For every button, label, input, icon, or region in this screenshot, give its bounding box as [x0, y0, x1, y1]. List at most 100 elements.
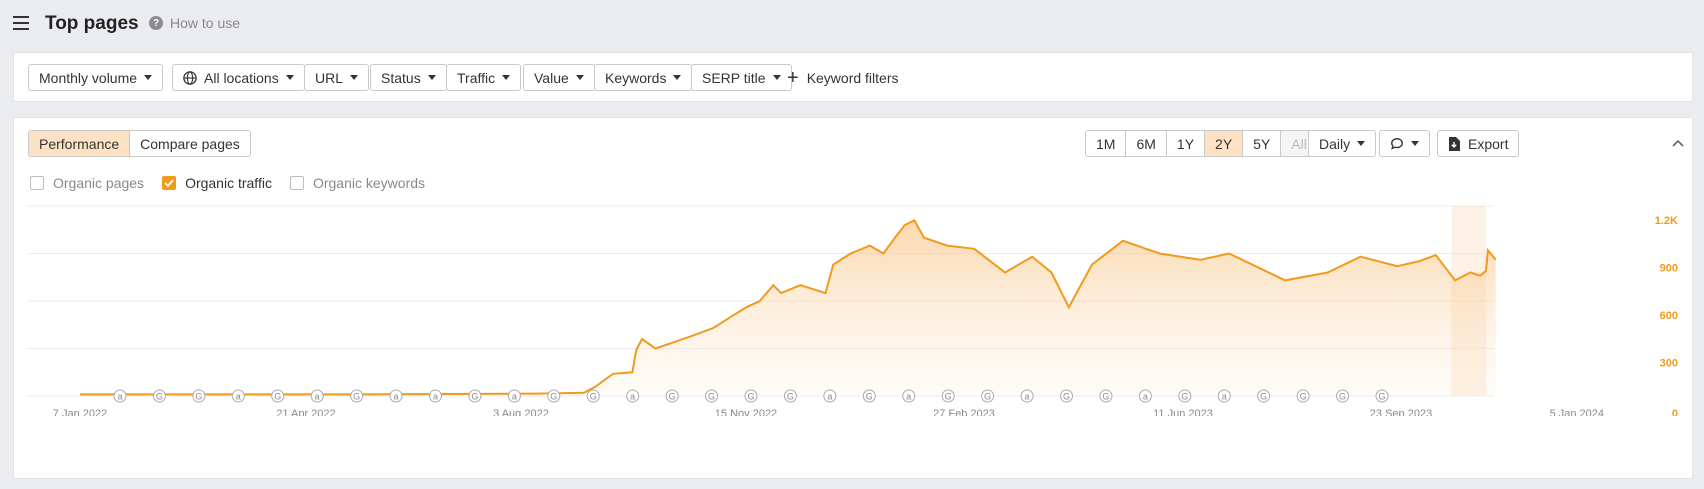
how-to-use-link[interactable]: ? How to use: [149, 15, 240, 31]
globe-icon: [183, 70, 197, 85]
interval-dropdown[interactable]: Daily: [1308, 130, 1377, 157]
traffic-filter[interactable]: Traffic: [446, 64, 522, 91]
annotation-marker[interactable]: G: [744, 389, 758, 403]
annotation-marker[interactable]: G: [783, 389, 797, 403]
annotation-marker[interactable]: G: [1375, 389, 1389, 403]
help-icon: ?: [149, 16, 163, 30]
traffic-area: [80, 220, 1496, 396]
annotation-marker[interactable]: a: [1217, 389, 1231, 403]
export-button[interactable]: Export: [1437, 130, 1520, 157]
annotation-marker[interactable]: G: [152, 389, 166, 403]
organic-pages-checkbox[interactable]: Organic pages: [30, 175, 144, 191]
export-label: Export: [1468, 135, 1509, 152]
annotation-marker[interactable]: G: [586, 389, 600, 403]
export-icon: [1449, 136, 1460, 151]
checkmark-icon: [162, 176, 177, 190]
annotation-marker[interactable]: G: [705, 389, 719, 403]
tab-compare-pages[interactable]: Compare pages: [129, 131, 250, 156]
annotation-marker[interactable]: G: [350, 389, 364, 403]
serp-title-filter[interactable]: SERP title: [691, 64, 792, 91]
annotation-marker[interactable]: a: [1020, 389, 1034, 403]
range-2y[interactable]: 2Y: [1204, 131, 1243, 156]
url-label: URL: [315, 69, 344, 86]
svg-text:G: G: [1181, 392, 1188, 402]
keywords-filter[interactable]: Keywords: [594, 64, 693, 91]
annotation-marker[interactable]: G: [468, 389, 482, 403]
annotation-marker[interactable]: a: [507, 389, 521, 403]
caret-down-icon: [285, 75, 294, 80]
annotation-marker[interactable]: G: [665, 389, 679, 403]
page-title: Top pages: [45, 13, 139, 34]
annotation-marker[interactable]: G: [1060, 389, 1073, 403]
url-filter[interactable]: URL: [304, 64, 370, 91]
annotation-marker[interactable]: G: [1296, 389, 1310, 403]
svg-text:a: a: [1222, 392, 1227, 402]
x-tick-label: 15 Nov 2022: [715, 408, 777, 416]
x-tick-label: 23 Sep 2023: [1370, 408, 1432, 416]
view-tabs: Performance Compare pages: [28, 130, 251, 157]
range-1y[interactable]: 1Y: [1165, 131, 1205, 156]
y-tick-label: 600: [1660, 310, 1678, 322]
annotation-marker[interactable]: a: [823, 389, 837, 403]
svg-text:a: a: [630, 392, 635, 402]
svg-text:a: a: [433, 392, 438, 402]
organic-traffic-label: Organic traffic: [185, 175, 272, 191]
locations-filter[interactable]: All locations: [172, 64, 305, 91]
tab-performance[interactable]: Performance: [29, 131, 130, 156]
caret-down-icon: [350, 75, 359, 80]
checkbox-box: [289, 176, 304, 190]
annotation-marker[interactable]: a: [113, 389, 127, 403]
keywords-label: Keywords: [605, 69, 667, 86]
annotation-marker[interactable]: G: [941, 389, 955, 403]
annotation-marker[interactable]: G: [1336, 389, 1350, 403]
svg-text:G: G: [274, 392, 281, 402]
x-axis-ticks: 7 Jan 2022 21 Apr 2022 3 Aug 2022 15 Nov 20…: [53, 408, 1604, 416]
organic-keywords-checkbox[interactable]: Organic keywords: [289, 175, 425, 191]
annotation-marker[interactable]: G: [547, 389, 561, 403]
traffic-line: [80, 218, 1497, 396]
annotation-marker[interactable]: G: [271, 389, 285, 403]
svg-text:G: G: [195, 392, 202, 402]
svg-text:G: G: [1260, 392, 1267, 402]
annotation-marker[interactable]: a: [429, 389, 442, 403]
menu-icon[interactable]: [13, 16, 29, 30]
annotation-marker[interactable]: a: [1138, 389, 1152, 403]
svg-text:G: G: [1102, 392, 1109, 402]
range-1m[interactable]: 1M: [1086, 131, 1126, 156]
svg-text:G: G: [1300, 392, 1307, 402]
annotation-marker[interactable]: G: [862, 389, 876, 403]
annotation-marker[interactable]: a: [231, 389, 245, 403]
annotation-marker[interactable]: G: [1099, 389, 1113, 403]
annotation-marker[interactable]: a: [902, 389, 916, 403]
value-filter[interactable]: Value: [523, 64, 595, 91]
annotation-marker[interactable]: G: [1178, 389, 1192, 403]
serp-title-label: SERP title: [702, 69, 766, 86]
range-5y[interactable]: 5Y: [1242, 131, 1281, 156]
annotation-marker[interactable]: G: [1257, 389, 1271, 403]
performance-panel: Performance Compare pages 1M 6M 1Y 2Y 5Y…: [13, 117, 1693, 479]
range-6m[interactable]: 6M: [1125, 131, 1166, 156]
annotation-marker[interactable]: a: [626, 389, 640, 403]
monthly-volume-filter[interactable]: Monthly volume: [28, 64, 164, 91]
annotation-marker[interactable]: G: [192, 389, 206, 403]
svg-text:a: a: [394, 392, 399, 402]
svg-text:G: G: [866, 392, 873, 402]
x-tick-label: 5 Jan 2024: [1550, 408, 1604, 416]
svg-text:a: a: [906, 392, 911, 402]
organic-traffic-checkbox[interactable]: Organic traffic: [162, 175, 272, 191]
metric-toggles: Organic pages Organic traffic Organic ke…: [30, 175, 443, 191]
interval-label: Daily: [1319, 135, 1351, 152]
svg-text:G: G: [471, 392, 478, 402]
annotation-marker[interactable]: a: [389, 389, 403, 403]
keyword-filters-button[interactable]: + Keyword filters: [787, 64, 899, 91]
caret-down-icon: [144, 75, 153, 80]
caret-down-icon: [673, 75, 682, 80]
status-filter[interactable]: Status: [370, 64, 447, 91]
collapse-chevron-icon[interactable]: [1670, 135, 1686, 151]
annotation-marker[interactable]: a: [310, 389, 324, 403]
annotations-dropdown[interactable]: [1379, 130, 1430, 157]
svg-text:a: a: [827, 392, 832, 402]
annotation-marker[interactable]: G: [981, 389, 995, 403]
top-bar: Top pages ? How to use: [0, 0, 1704, 48]
